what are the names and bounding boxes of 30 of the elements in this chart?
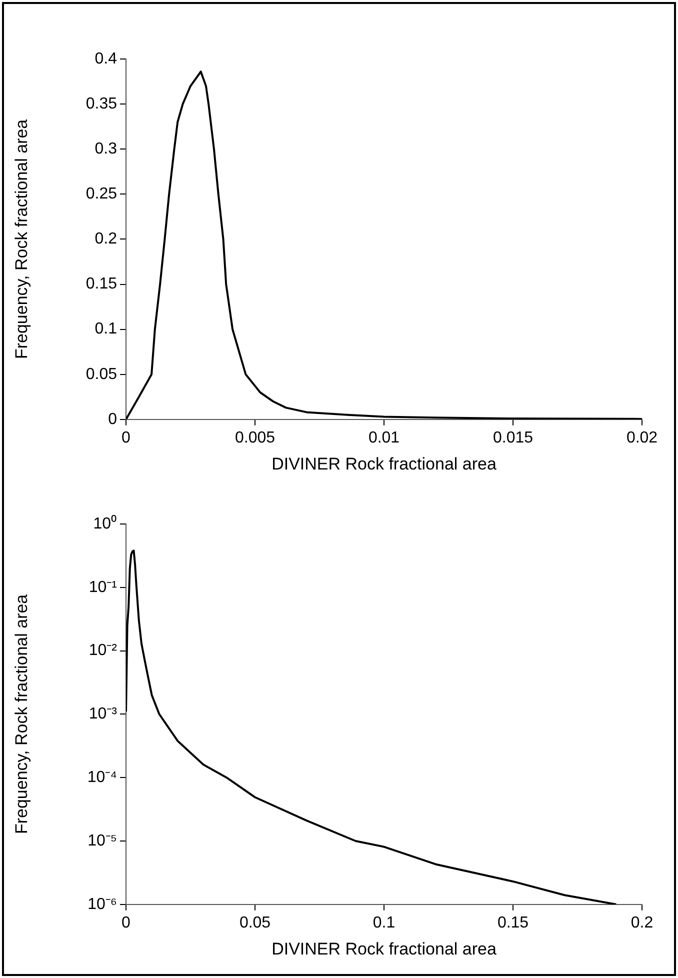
y-tick-label: 0.2 [94, 230, 118, 248]
x-axis-title: DIVINER Rock fractional area [272, 939, 497, 958]
y-tick-label: 0.1 [94, 320, 118, 338]
y-tick-label: 10⁻² [88, 642, 118, 660]
x-tick-label: 0.02 [626, 429, 658, 446]
y-tick-label: 0.35 [86, 95, 118, 112]
y-tick-label: 10⁻³ [88, 706, 118, 723]
y-tick-label: 0.4 [94, 50, 118, 68]
y-tick-label: 10⁰ [93, 514, 117, 532]
y-tick-label: 0.05 [86, 366, 118, 383]
x-tick-label: 0.1 [372, 914, 396, 932]
y-tick-label: 0.25 [86, 186, 118, 203]
x-tick-label: 0.05 [239, 914, 271, 932]
x-tick-label: 0.005 [234, 429, 276, 446]
y-axis-title: Frequency, Rock fractional area [12, 594, 31, 834]
x-tick-label: 0 [122, 914, 131, 932]
x-tick-label: 0.015 [492, 429, 534, 446]
y-tick-label: 10⁻⁴ [87, 769, 118, 786]
x-tick-label: 0.2 [630, 914, 654, 932]
x-tick-label: 0.15 [497, 914, 529, 932]
x-tick-label: 0.01 [368, 429, 400, 446]
y-axis-title: Frequency, Rock fractional area [12, 118, 31, 360]
y-tick-label: 0.3 [94, 140, 118, 158]
y-tick-label: 10⁻¹ [88, 578, 117, 596]
x-axis-title: DIVINER Rock fractional area [272, 454, 497, 474]
y-tick-label: 10⁻⁵ [88, 832, 117, 850]
y-tick-label: 0 [108, 410, 118, 428]
y-tick-label: 10⁻⁶ [88, 896, 117, 913]
y-tick-label: 0.15 [86, 276, 118, 293]
x-tick-label: 0 [122, 429, 131, 446]
